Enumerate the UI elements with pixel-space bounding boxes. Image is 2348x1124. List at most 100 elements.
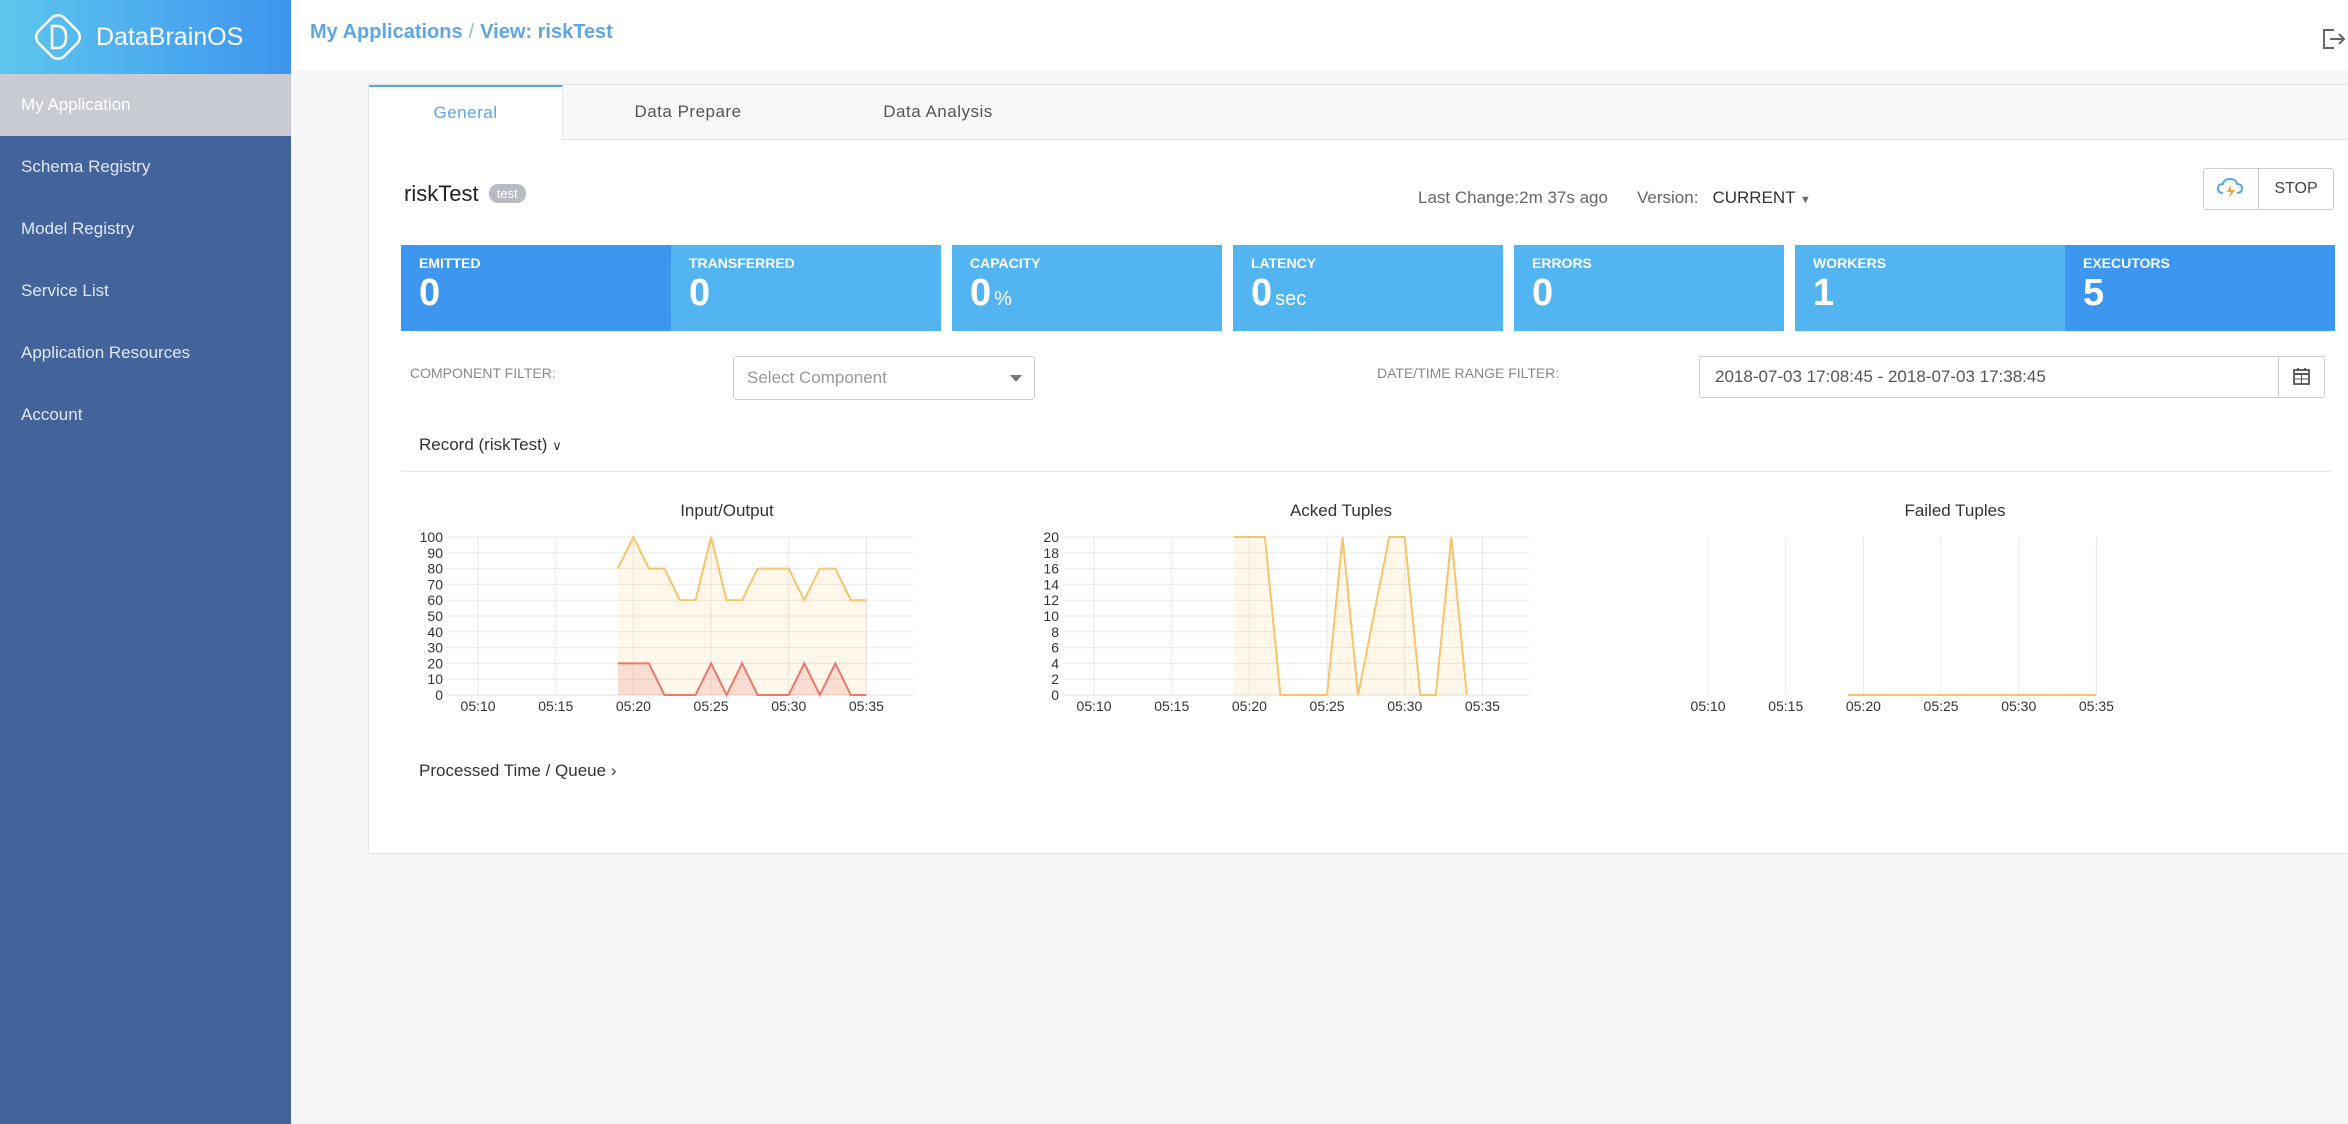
sidebar: DataBrainOS My Application Schema Regist…	[0, 0, 291, 1124]
metric-capacity: CAPACITY 0%	[952, 245, 1222, 331]
version-label: Version:	[1637, 188, 1699, 207]
x-tick-label: 05:35	[849, 698, 884, 714]
sidebar-item-schema-registry[interactable]: Schema Registry	[21, 157, 151, 176]
metric-transferred: TRANSFERRED 0	[671, 245, 941, 331]
x-tick-label: 05:15	[538, 698, 573, 714]
failed-tuples-chart: 05:10 05:15 05:20 05:25 05:30 05:35	[1691, 537, 2114, 714]
tab-data-analysis[interactable]: Data Analysis	[883, 102, 993, 121]
sidebar-item-my-application[interactable]: My Application	[0, 74, 291, 136]
y-tick-label: 2	[1051, 671, 1059, 687]
app-title: riskTest test	[404, 181, 526, 207]
metric-value: 0	[1532, 272, 1554, 314]
metric-label: CAPACITY	[970, 255, 1041, 271]
last-change: Last Change:2m 37s ago	[1418, 188, 1608, 207]
application-panel: General Data Prepare Data Analysis riskT…	[368, 84, 2348, 854]
metric-workers: WORKERS 1	[1795, 245, 2065, 331]
tab-general[interactable]: General	[369, 85, 563, 140]
chart-title-input-output: Input/Output	[680, 501, 774, 520]
brand-name: DataBrainOS	[96, 22, 244, 51]
sidebar-item-model-registry[interactable]: Model Registry	[21, 219, 135, 238]
y-tick-label: 8	[1051, 624, 1059, 640]
brand-header[interactable]: DataBrainOS	[0, 0, 291, 74]
top-bar: My Applications / View: riskTest	[291, 0, 2348, 70]
metric-value: 1	[1813, 272, 1835, 314]
cloud-lightning-icon	[2216, 177, 2244, 198]
x-tick-label: 05:10	[1691, 698, 1726, 714]
metric-label: EXECUTORS	[2083, 255, 2170, 271]
record-toggle-label: Record (riskTest)	[419, 435, 548, 454]
metric-unit: %	[994, 288, 1012, 310]
date-range-filter-label: DATE/TIME RANGE FILTER:	[1377, 365, 1560, 381]
processed-time-queue-toggle[interactable]: Processed Time / Queue ›	[419, 761, 617, 781]
chart-title-acked-tuples: Acked Tuples	[1289, 501, 1393, 520]
y-tick-label: 0	[435, 687, 443, 703]
metric-label: LATENCY	[1251, 255, 1317, 271]
x-tick-label: 05:20	[1232, 698, 1267, 714]
metric-label: ERRORS	[1532, 255, 1592, 271]
metric-value: 0	[970, 272, 992, 314]
breadcrumb-root-link[interactable]: My Applications	[310, 21, 463, 43]
series-area	[1233, 537, 1467, 695]
version-value[interactable]: CURRENT	[1712, 188, 1796, 207]
x-tick-label: 05:25	[1924, 698, 1959, 714]
tab-data-prepare[interactable]: Data Prepare	[634, 102, 742, 121]
x-tick-label: 05:25	[1310, 698, 1345, 714]
brand-logo-icon	[30, 9, 86, 65]
metric-value: 0	[1251, 272, 1273, 314]
breadcrumb-separator: /	[468, 21, 475, 43]
y-tick-label: 16	[1043, 561, 1059, 577]
y-tick-label: 10	[1043, 608, 1059, 624]
metric-latency: LATENCY 0 sec	[1233, 245, 1503, 331]
stop-button[interactable]: STOP	[2258, 168, 2334, 210]
x-tick-label: 05:20	[616, 698, 651, 714]
component-select-placeholder: Select Component	[747, 368, 887, 387]
version-selector[interactable]: Version: CURRENT ▼	[1637, 188, 1811, 208]
metric-label: WORKERS	[1813, 255, 1887, 271]
x-tick-label: 05:15	[1154, 698, 1189, 714]
record-toggle[interactable]: Record (riskTest) ∨	[419, 435, 562, 455]
chevron-right-icon: ›	[610, 761, 617, 780]
sidebar-nav: My Application Schema Registry Model Reg…	[0, 74, 291, 446]
sidebar-item-service-list[interactable]: Service List	[21, 281, 109, 300]
calendar-button[interactable]	[2278, 356, 2325, 398]
breadcrumb: My Applications / View: riskTest	[310, 21, 613, 44]
deploy-button[interactable]	[2203, 168, 2259, 210]
tab-bar: General Data Prepare Data Analysis	[369, 85, 2348, 140]
sidebar-item-account[interactable]: Account	[21, 405, 83, 424]
metric-label: EMITTED	[419, 255, 481, 271]
y-tick-label: 60	[427, 592, 443, 608]
date-range-input[interactable]: 2018-07-03 17:08:45 - 2018-07-03 17:38:4…	[1699, 356, 2279, 398]
x-tick-label: 05:25	[694, 698, 729, 714]
x-tick-label: 05:35	[2079, 698, 2114, 714]
component-select[interactable]: Select Component	[733, 356, 1035, 400]
y-tick-label: 12	[1043, 592, 1059, 608]
sidebar-item-application-resources[interactable]: Application Resources	[21, 343, 191, 362]
y-tick-label: 40	[427, 624, 443, 640]
logout-icon[interactable]	[2320, 26, 2346, 52]
chevron-down-icon: ∨	[552, 438, 562, 453]
divider	[401, 471, 2331, 472]
series-line	[617, 661, 867, 698]
y-tick-label: 30	[427, 640, 443, 656]
y-tick-label: 80	[427, 561, 443, 577]
breadcrumb-current: View: riskTest	[480, 21, 613, 43]
y-tick-label: 6	[1051, 640, 1059, 656]
x-tick-label: 05:30	[1387, 698, 1422, 714]
x-tick-label: 05:20	[1846, 698, 1881, 714]
y-tick-label: 70	[427, 576, 443, 592]
processed-toggle-label: Processed Time / Queue	[419, 761, 607, 780]
app-badge: test	[488, 184, 526, 203]
metric-value: 0	[419, 272, 441, 314]
y-tick-label: 50	[427, 608, 443, 624]
y-tick-label: 10	[427, 671, 443, 687]
calendar-icon	[2293, 368, 2310, 385]
y-tick-label: 4	[1051, 655, 1059, 671]
metric-value: 0	[689, 272, 711, 314]
chart-title-failed-tuples: Failed Tuples	[1904, 501, 2006, 520]
x-tick-label: 05:10	[1077, 698, 1112, 714]
x-tick-label: 05:15	[1768, 698, 1803, 714]
dropdown-arrow-icon	[1010, 375, 1022, 382]
y-tick-label: 100	[420, 529, 444, 545]
x-tick-label: 05:10	[461, 698, 496, 714]
